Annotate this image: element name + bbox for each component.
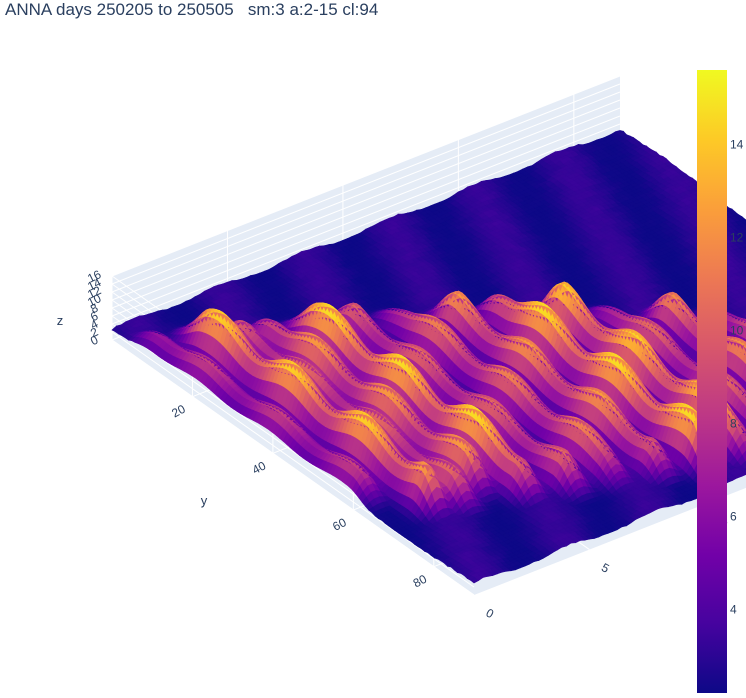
- chart-title: ANNA days 250205 to 250505 sm:3 a:2-15 c…: [5, 0, 379, 19]
